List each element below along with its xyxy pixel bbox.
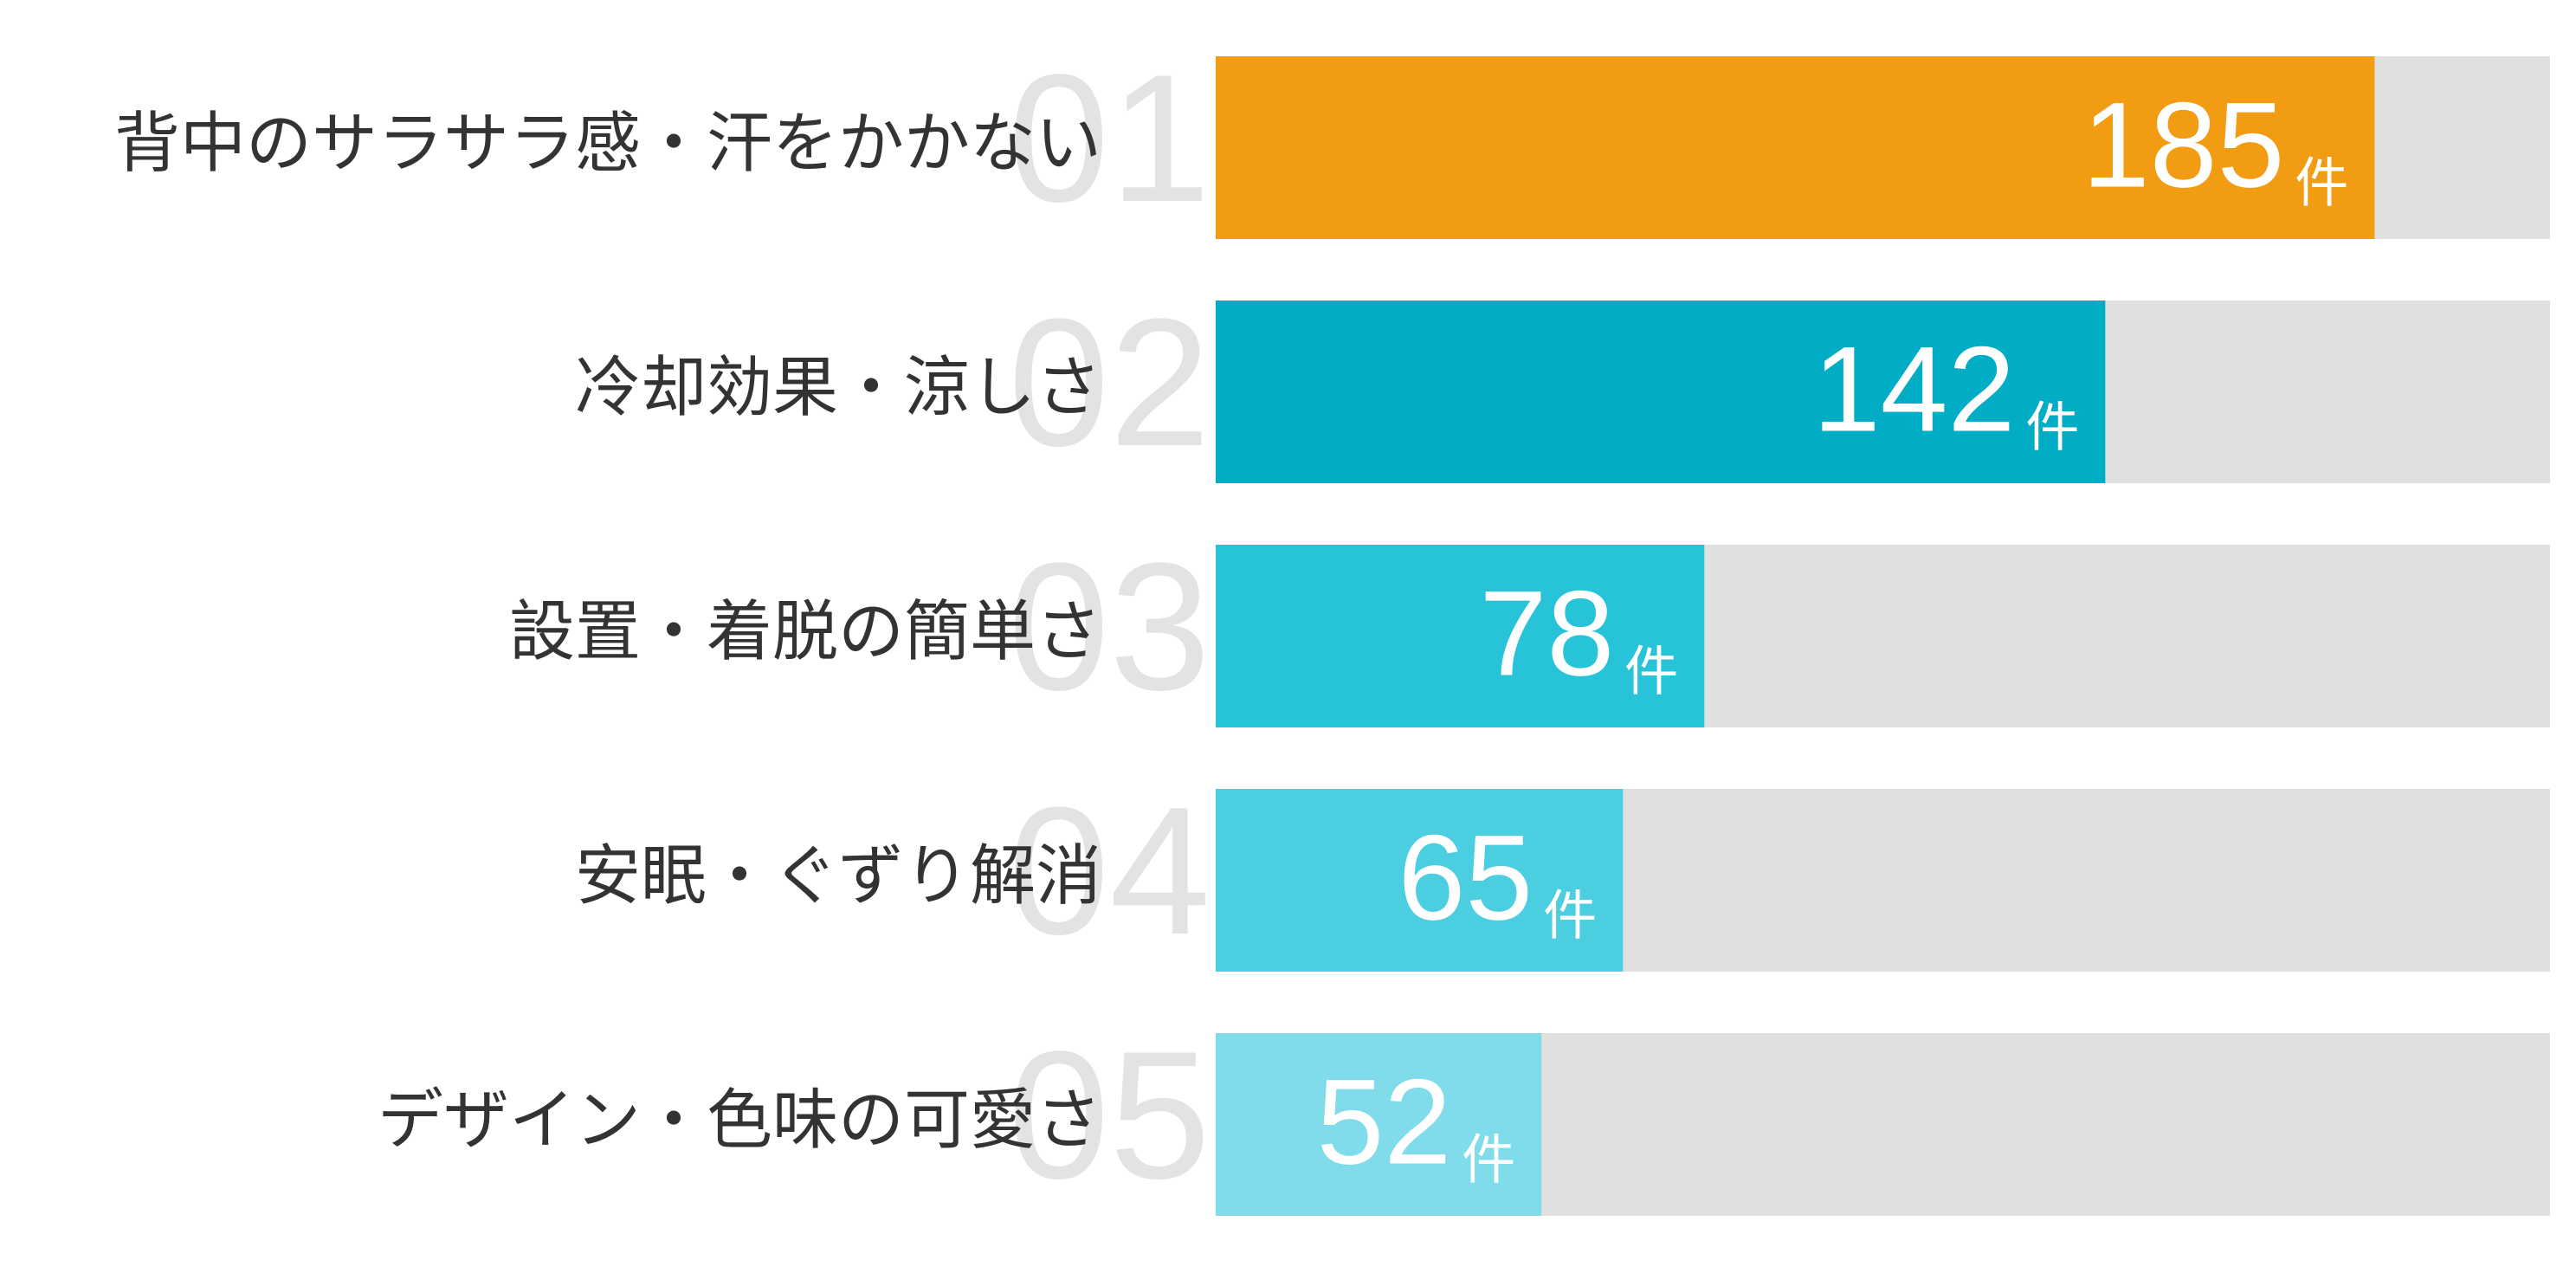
category-label: 設置・着脱の簡単さ [509,592,1101,669]
bar [1216,789,1624,972]
unit-label: 件 [1462,1128,1515,1192]
bar [1216,545,1705,727]
value-label: 78 [1480,565,1615,701]
rank-number: 02 [1008,281,1211,484]
category-label: 背中のサラサラ感・汗をかかない [114,104,1101,181]
unit-label: 件 [1624,640,1678,703]
unit-label: 件 [2295,152,2348,215]
value-label: 185 [2082,76,2285,212]
rank-number: 04 [1008,769,1211,973]
category-label: デザイン・色味の可愛さ [378,1081,1101,1158]
unit-label: 件 [1543,884,1597,947]
bar [1216,300,2106,483]
bar [1216,56,2375,239]
rank-number: 03 [1008,525,1211,728]
category-label: 安眠・ぐずり解消 [575,837,1101,914]
value-label: 142 [1813,320,2016,456]
value-label: 65 [1398,809,1533,945]
rank-number: 05 [1008,1013,1211,1217]
rank-number: 01 [1008,36,1211,240]
unit-label: 件 [2025,396,2079,459]
bar [1216,1033,1542,1216]
category-label: 冷却効果・涼しさ [575,348,1101,425]
value-label: 52 [1316,1053,1451,1189]
